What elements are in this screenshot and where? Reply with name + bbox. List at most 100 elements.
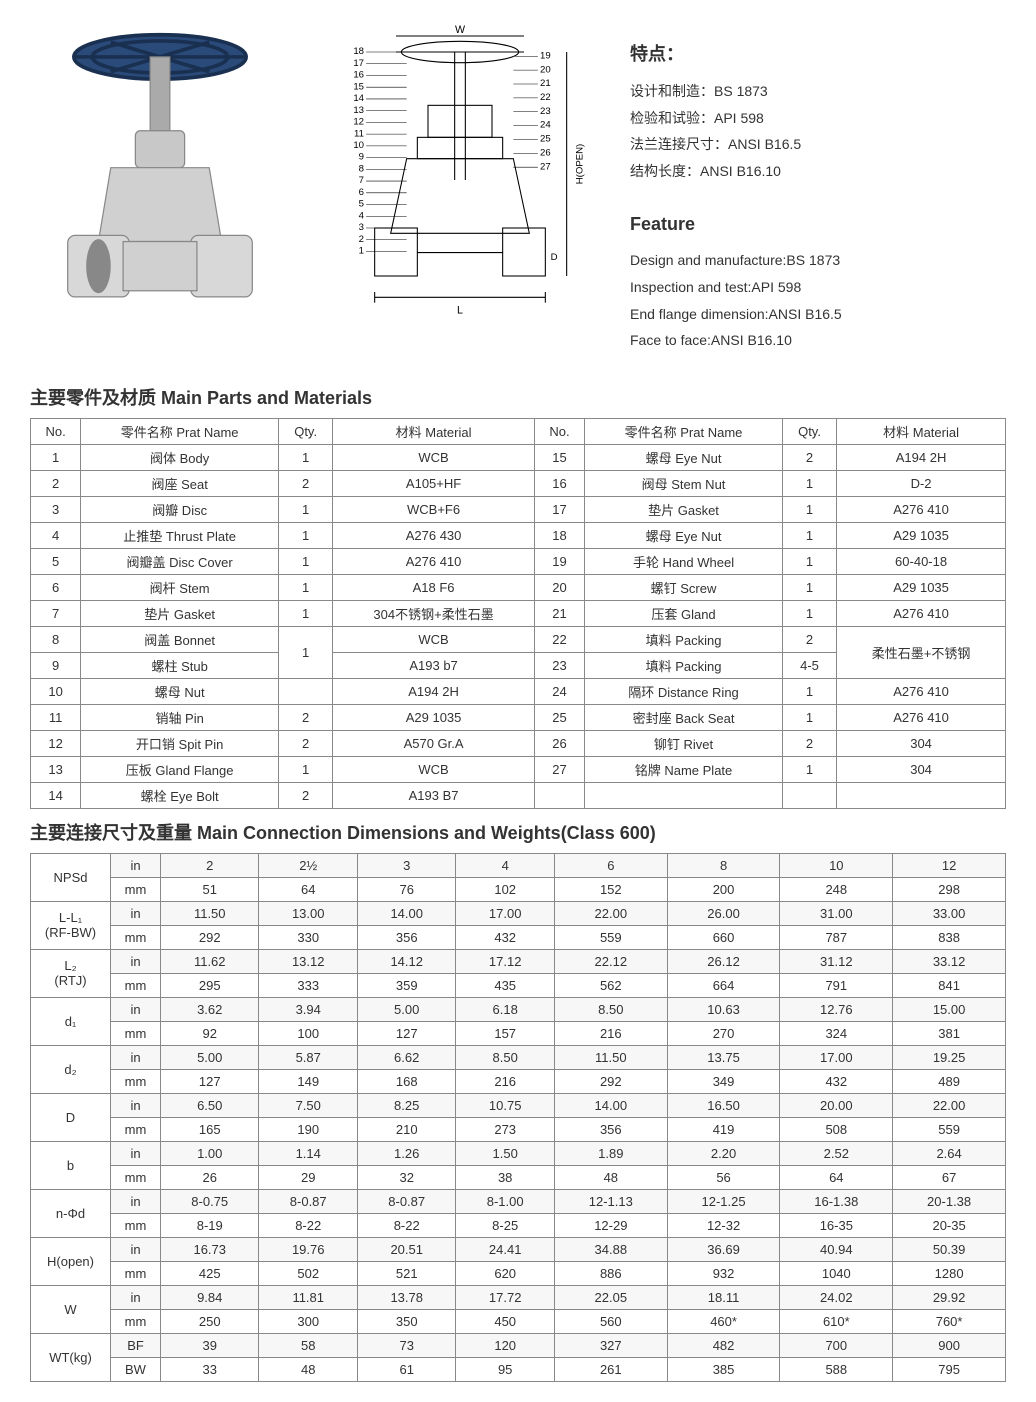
- parts-cell: [279, 678, 333, 704]
- dim-cell: 12-32: [667, 1213, 780, 1237]
- dim-cell: 64: [780, 1165, 893, 1189]
- dim-cell: 700: [780, 1333, 893, 1357]
- dim-cell: 32: [357, 1165, 455, 1189]
- parts-cell: 压板 Gland Flange: [81, 756, 279, 782]
- dim-cell: 359: [357, 973, 455, 997]
- dim-row-label: W: [31, 1285, 111, 1333]
- dim-cell: 292: [554, 1069, 667, 1093]
- dim-row-label: L₂ (RTJ): [31, 949, 111, 997]
- dim-cell: 190: [259, 1117, 357, 1141]
- parts-cell: 1: [782, 496, 836, 522]
- dim-row: WT(kg)BF395873120327482700900: [31, 1333, 1006, 1357]
- dim-cell: 216: [456, 1069, 554, 1093]
- dim-row: mm295333359435562664791841: [31, 973, 1006, 997]
- dim-cell: 14.00: [357, 901, 455, 925]
- en-feature-line: Design and manufacture:BS 1873: [630, 247, 1006, 274]
- parts-cell: 21: [534, 600, 584, 626]
- en-feature-line: Face to face:ANSI B16.10: [630, 327, 1006, 354]
- dim-cell: 886: [554, 1261, 667, 1285]
- diagram-callout: 14: [353, 93, 364, 104]
- dim-cell: 13.78: [357, 1285, 455, 1309]
- parts-cell: A29 1035: [837, 574, 1006, 600]
- parts-cell: 304不锈钢+柔性石墨: [333, 600, 535, 626]
- dim-cell: 16-35: [780, 1213, 893, 1237]
- dim-cell: 100: [259, 1021, 357, 1045]
- dim-row-label: H(open): [31, 1237, 111, 1285]
- parts-row: 2阀座 Seat2A105+HF16阀母 Stem Nut1D-2: [31, 470, 1006, 496]
- dim-unit-cell: in: [111, 1189, 161, 1213]
- parts-cell: 螺栓 Eye Bolt: [81, 782, 279, 808]
- dim-cell: 149: [259, 1069, 357, 1093]
- dim-cell: 20.00: [780, 1093, 893, 1117]
- parts-header-cell: Qty.: [782, 418, 836, 444]
- parts-cell: 1: [279, 574, 333, 600]
- parts-cell: 27: [534, 756, 584, 782]
- dim-cell: 270: [667, 1021, 780, 1045]
- dim-cell: 165: [161, 1117, 259, 1141]
- dim-cell: 273: [456, 1117, 554, 1141]
- parts-cell: 密封座 Back Seat: [585, 704, 783, 730]
- dim-row: d₁in3.623.945.006.188.5010.6312.7615.00: [31, 997, 1006, 1021]
- dim-cell: 6.50: [161, 1093, 259, 1117]
- dim-unit-cell: in: [111, 853, 161, 877]
- dim-cell: 4: [456, 853, 554, 877]
- dim-unit-cell: in: [111, 997, 161, 1021]
- diagram-callout: 24: [540, 120, 551, 131]
- parts-cell: 开口销 Spit Pin: [81, 730, 279, 756]
- parts-cell: 1: [782, 470, 836, 496]
- parts-cell: A29 1035: [333, 704, 535, 730]
- cn-feature-line: 法兰连接尺寸：ANSI B16.5: [630, 131, 1006, 158]
- valve-diagram: 181716151413121110987654321 192021222324…: [310, 20, 610, 340]
- en-feature-title: Feature: [630, 214, 1006, 235]
- dim-cell: 14.00: [554, 1093, 667, 1117]
- dim-cell: 1.50: [456, 1141, 554, 1165]
- cn-feature-line: 检验和试验：API 598: [630, 105, 1006, 132]
- parts-row: 11销轴 Pin2A29 103525密封座 Back Seat1A276 41…: [31, 704, 1006, 730]
- parts-row: 10螺母 NutA194 2H24隔环 Distance Ring1A276 4…: [31, 678, 1006, 704]
- parts-cell: 螺母 Nut: [81, 678, 279, 704]
- parts-cell: 2: [279, 470, 333, 496]
- dim-cell: 6: [554, 853, 667, 877]
- dim-cell: 26.00: [667, 901, 780, 925]
- parts-row: 12开口销 Spit Pin2A570 Gr.A26铆钉 Rivet2304: [31, 730, 1006, 756]
- dim-cell: 22.00: [554, 901, 667, 925]
- dim-cell: 7.50: [259, 1093, 357, 1117]
- dim-cell: 50.39: [893, 1237, 1006, 1261]
- dim-cell: 17.12: [456, 949, 554, 973]
- dim-cell: 102: [456, 877, 554, 901]
- dim-cell: 8-25: [456, 1213, 554, 1237]
- parts-cell: 螺柱 Stub: [81, 652, 279, 678]
- parts-cell: 阀体 Body: [81, 444, 279, 470]
- parts-cell: 1: [782, 548, 836, 574]
- diagram-callout: 23: [540, 106, 551, 117]
- diagram-callout: 3: [359, 222, 364, 233]
- parts-cell: 螺母 Eye Nut: [585, 522, 783, 548]
- dim-row: mm516476102152200248298: [31, 877, 1006, 901]
- parts-cell: A194 2H: [333, 678, 535, 704]
- dim-cell: 92: [161, 1021, 259, 1045]
- dim-cell: 12: [893, 853, 1006, 877]
- en-feature-line: End flange dimension:ANSI B16.5: [630, 301, 1006, 328]
- parts-cell: [534, 782, 584, 808]
- dim-cell: 8-19: [161, 1213, 259, 1237]
- dim-cell: 48: [259, 1357, 357, 1381]
- parts-header-cell: 材料 Material: [837, 418, 1006, 444]
- dim-cell: 152: [554, 877, 667, 901]
- dim-cell: 11.62: [161, 949, 259, 973]
- parts-cell: 手轮 Hand Wheel: [585, 548, 783, 574]
- parts-cell: 螺钉 Screw: [585, 574, 783, 600]
- dim-cell: 356: [554, 1117, 667, 1141]
- dim-row: L₂ (RTJ)in11.6213.1214.1217.1222.1226.12…: [31, 949, 1006, 973]
- dim-cell: 787: [780, 925, 893, 949]
- dim-row-label: d₁: [31, 997, 111, 1045]
- parts-cell: 填料 Packing: [585, 626, 783, 652]
- parts-cell: 1: [782, 522, 836, 548]
- diagram-callout: 22: [540, 92, 551, 103]
- parts-section-title: 主要零件及材质 Main Parts and Materials: [30, 384, 1006, 410]
- dim-cell: 127: [357, 1021, 455, 1045]
- dim-row: mm8-198-228-228-2512-2912-3216-3520-35: [31, 1213, 1006, 1237]
- diagram-callout: 12: [353, 117, 364, 128]
- dim-cell: 6.18: [456, 997, 554, 1021]
- dim-cell: 356: [357, 925, 455, 949]
- dim-cell: 425: [161, 1261, 259, 1285]
